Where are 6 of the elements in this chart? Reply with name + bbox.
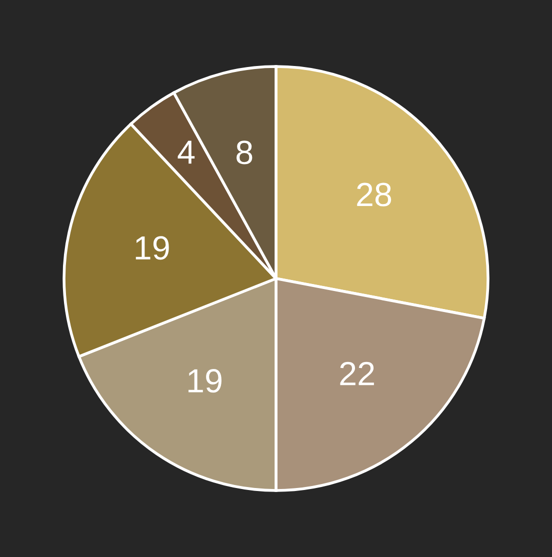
data-label: 8 [236,140,252,164]
data-label: 28 [357,182,392,206]
data-label: 19 [188,369,222,393]
data-label: 4 [178,140,195,164]
data-label: 19 [136,236,169,260]
data-label: 22 [340,362,374,386]
